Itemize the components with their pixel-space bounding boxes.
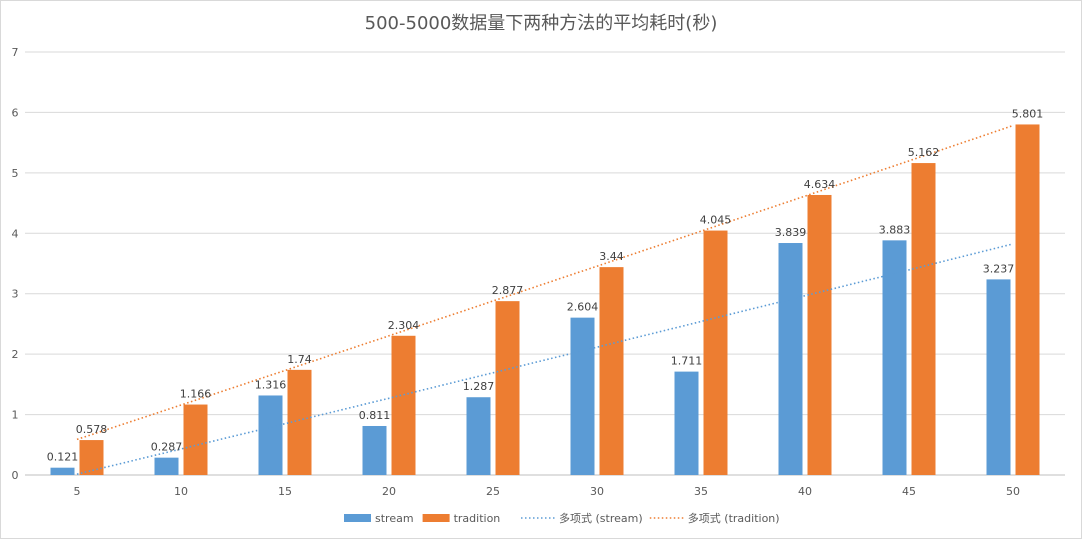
- y-tick-label: 5: [12, 167, 19, 180]
- data-label-stream: 3.237: [983, 262, 1015, 275]
- data-label-stream: 0.121: [47, 451, 79, 464]
- bar-stream: [50, 467, 75, 475]
- x-tick-label: 50: [1006, 485, 1020, 498]
- bar-stream: [674, 371, 699, 475]
- data-label-tradition: 2.304: [388, 319, 420, 332]
- bar-stream: [466, 397, 491, 475]
- data-label-stream: 1.287: [463, 380, 495, 393]
- data-label-tradition: 4.045: [700, 214, 732, 227]
- x-tick-label: 40: [798, 485, 812, 498]
- trendline-stream: [76, 243, 1014, 475]
- x-tick-label: 10: [174, 485, 188, 498]
- legend-swatch-stream: [344, 514, 371, 522]
- bar-stream: [154, 457, 179, 475]
- x-tick-label: 15: [278, 485, 292, 498]
- data-label-tradition: 0.578: [76, 423, 108, 436]
- legend-label-tradition: tradition: [454, 512, 501, 525]
- y-tick-label: 7: [12, 46, 19, 59]
- legend-label-trend: 多项式 (tradition): [688, 511, 780, 525]
- x-tick-label: 5: [74, 485, 81, 498]
- bar-stream: [362, 425, 387, 475]
- bar-stream: [778, 243, 803, 475]
- data-label-tradition: 2.877: [492, 284, 524, 297]
- legend-label-trend: 多项式 (stream): [559, 511, 643, 525]
- data-label-stream: 1.711: [671, 355, 703, 368]
- bar-tradition: [703, 230, 728, 475]
- data-label-stream: 0.287: [151, 441, 183, 454]
- data-label-tradition: 5.801: [1012, 107, 1044, 120]
- y-tick-label: 1: [12, 409, 19, 422]
- y-tick-label: 6: [12, 106, 19, 119]
- data-label-tradition: 3.44: [599, 250, 624, 263]
- bar-tradition: [495, 301, 520, 475]
- chart-title: 500-5000数据量下两种方法的平均耗时(秒): [365, 13, 718, 34]
- bar-tradition: [1015, 124, 1040, 475]
- data-label-tradition: 1.166: [180, 388, 212, 401]
- x-tick-label: 25: [486, 485, 500, 498]
- y-tick-label: 4: [12, 227, 19, 240]
- x-tick-label: 35: [694, 485, 708, 498]
- bar-tradition: [183, 404, 208, 475]
- y-tick-label: 3: [12, 288, 19, 301]
- data-label-tradition: 4.634: [804, 178, 836, 191]
- data-label-tradition: 1.74: [287, 353, 312, 366]
- y-tick-label: 0: [12, 469, 19, 482]
- data-label-stream: 3.883: [879, 223, 911, 236]
- bar-tradition: [391, 335, 416, 475]
- bar-tradition: [807, 194, 832, 475]
- y-tick-label: 2: [12, 348, 19, 361]
- legend-label-stream: stream: [375, 512, 414, 525]
- x-tick-label: 45: [902, 485, 916, 498]
- bar-tradition: [599, 267, 624, 475]
- x-tick-label: 30: [590, 485, 604, 498]
- bar-tradition: [79, 440, 104, 475]
- data-label-tradition: 5.162: [908, 146, 940, 159]
- trendline-tradition: [76, 124, 1014, 441]
- bar-tradition: [911, 163, 936, 475]
- data-label-stream: 2.604: [567, 301, 599, 314]
- bar-stream: [986, 279, 1011, 475]
- legend-swatch-tradition: [422, 514, 450, 522]
- bar-stream: [258, 395, 283, 475]
- bar-stream: [570, 317, 595, 475]
- data-label-stream: 0.811: [359, 409, 391, 422]
- data-label-stream: 3.839: [775, 226, 807, 239]
- bar-stream: [882, 240, 907, 475]
- data-label-stream: 1.316: [255, 378, 287, 391]
- x-tick-label: 20: [382, 485, 396, 498]
